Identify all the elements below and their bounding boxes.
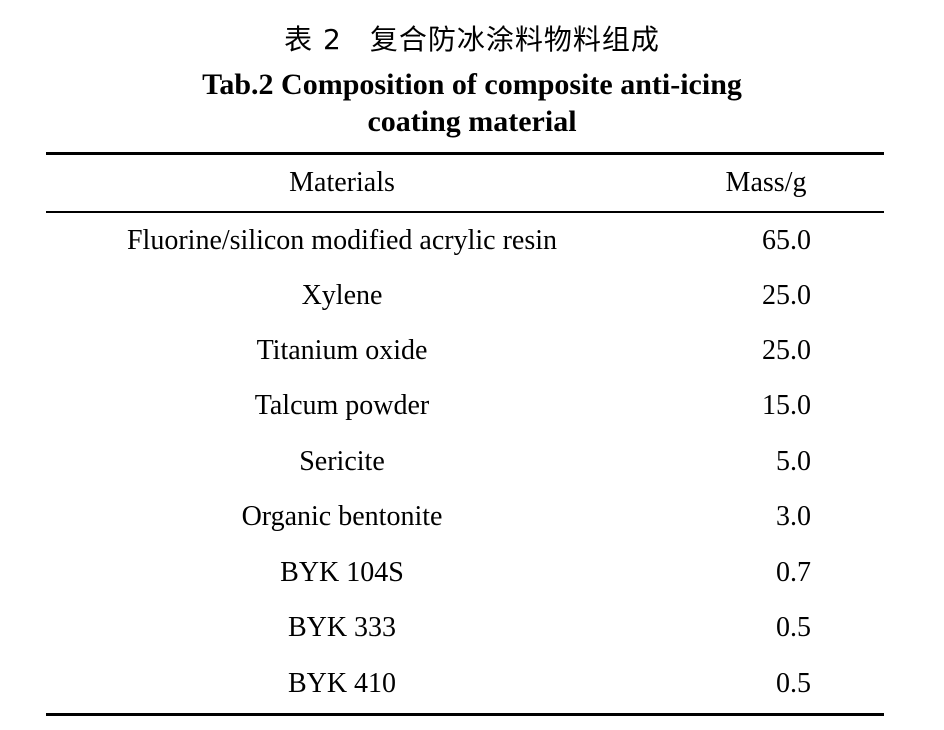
header-materials: Materials <box>289 167 395 198</box>
table-top-rule <box>46 152 884 155</box>
mass-cell: 0.5 <box>776 668 811 699</box>
table-row: BYK 410 0.5 <box>46 664 884 704</box>
mass-cell: 65.0 <box>762 225 811 256</box>
mass-cell: 25.0 <box>762 280 811 311</box>
table-header-rule <box>46 211 884 213</box>
material-cell: Xylene <box>301 280 383 311</box>
material-cell: Fluorine/silicon modified acrylic resin <box>126 225 557 256</box>
mass-cell: 0.7 <box>776 557 811 588</box>
table-title-cn: 复合防冰涂料物料组成 <box>369 23 660 56</box>
table-title-en-line1: Tab.2 Composition of composite anti-icin… <box>202 68 742 101</box>
table-row: BYK 333 0.5 <box>46 608 884 648</box>
mass-cell: 3.0 <box>776 501 811 532</box>
table-row: Fluorine/silicon modified acrylic resin … <box>46 221 884 261</box>
table-caption-cn: 表 2 复合防冰涂料物料组成 <box>0 20 944 60</box>
table-row: Xylene 25.0 <box>46 276 884 316</box>
material-cell: Sericite <box>299 446 385 477</box>
table-row: Titanium oxide 25.0 <box>46 331 884 371</box>
material-cell: Organic bentonite <box>241 501 443 532</box>
table-number-cn: 表 2 <box>284 23 342 56</box>
material-cell: BYK 333 <box>287 612 397 643</box>
table-row: Talcum powder 15.0 <box>46 386 884 426</box>
table-row: BYK 104S 0.7 <box>46 553 884 593</box>
mass-cell: 15.0 <box>762 390 811 421</box>
table-title-en-line2: coating material <box>367 105 577 138</box>
mass-cell: 5.0 <box>776 446 811 477</box>
mass-cell: 25.0 <box>762 335 811 366</box>
table-header-row: Materials Mass/g <box>46 163 884 203</box>
material-cell: Titanium oxide <box>256 335 428 366</box>
table-bottom-rule <box>46 713 884 716</box>
header-mass: Mass/g <box>725 167 807 198</box>
material-cell: BYK 104S <box>280 557 404 588</box>
material-cell: BYK 410 <box>287 668 397 699</box>
material-cell: Talcum powder <box>254 390 430 421</box>
table-row: Organic bentonite 3.0 <box>46 497 884 537</box>
table-row: Sericite 5.0 <box>46 442 884 482</box>
table-caption-en: Tab.2 Composition of composite anti-icin… <box>0 66 944 140</box>
mass-cell: 0.5 <box>776 612 811 643</box>
